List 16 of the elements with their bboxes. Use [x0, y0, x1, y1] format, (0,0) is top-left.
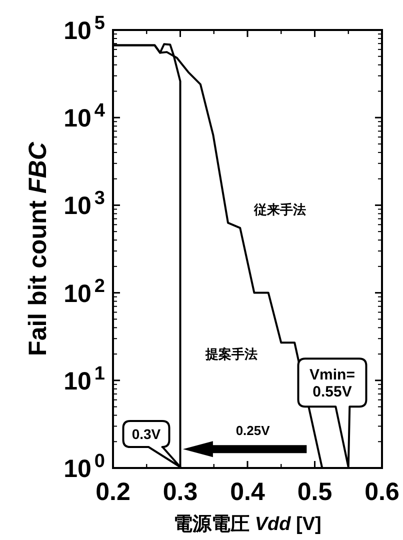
- x-tick-label: 0.6: [364, 478, 400, 506]
- y-tick-label: 10$^{4}$: [64, 100, 106, 133]
- x-tick-label: 0.3: [162, 478, 198, 506]
- annotation: 0.25V: [236, 423, 270, 438]
- y-tick-label: 10$^{3}$: [64, 188, 105, 220]
- y-tick-label: 10$^{1}$: [64, 362, 106, 396]
- x-axis-title: 電源電圧 Vdd [V]: [174, 514, 322, 535]
- x-tick-label: 0.5: [297, 478, 332, 506]
- annotation: 従来手法: [252, 202, 306, 217]
- x-tick-label: 0.4: [230, 478, 265, 506]
- y-tick-label: 10$^{2}$: [64, 275, 105, 308]
- y-tick-label: 10$^{5}$: [64, 12, 106, 45]
- annotation: Vmin= 0.55V: [310, 366, 356, 400]
- y-axis-title: Fail bit count FBC: [24, 141, 52, 356]
- annotation: 0.3V: [132, 426, 162, 442]
- annotation: 提案手法: [204, 346, 258, 362]
